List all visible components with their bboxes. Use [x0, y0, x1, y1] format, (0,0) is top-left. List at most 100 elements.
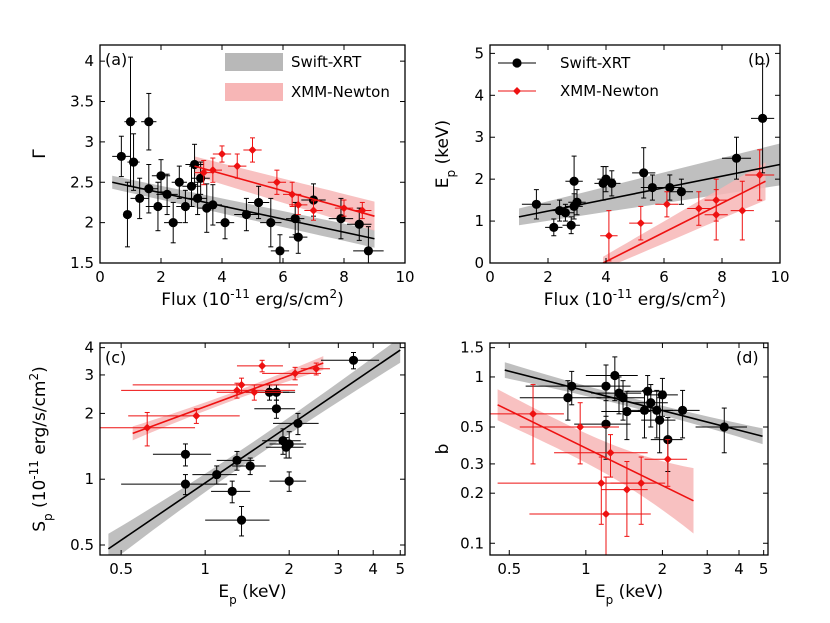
data-point: [662, 200, 671, 209]
data-point: [560, 208, 571, 218]
data-point: [208, 200, 218, 210]
y-tick-label: 0.5: [70, 536, 94, 554]
axes-frame: [99, 342, 406, 556]
data-point: [186, 181, 197, 191]
plot-area: [100, 343, 401, 555]
data-point: [354, 219, 364, 229]
panel-b: 0 2 4 6 8 10 0 1 2 3 4 5 Flux (10-11 erg/s/cm2) Ep (k…: [433, 44, 790, 310]
data-point: [606, 448, 615, 457]
fit-line-swift-xrt: [107, 349, 401, 550]
confidence-band-xmm-newton: [497, 389, 694, 534]
plot-area: [490, 356, 763, 555]
panel-tag: (c): [105, 348, 126, 367]
x-axis-label: Flux (10-11 erg/s/cm2): [161, 287, 343, 310]
fit-line-swift-xrt: [504, 369, 763, 438]
x-axis-label: Ep (keV): [218, 582, 286, 607]
legend-swatch-xmm: [225, 83, 283, 101]
x-axis-label: Flux (10-11 erg/s/cm2): [544, 287, 726, 310]
series-xmm-newton: [490, 384, 688, 555]
x-tick-label: 3: [334, 560, 344, 578]
data-point: [531, 199, 542, 209]
y-tick-label: 1: [474, 368, 484, 386]
data-point: [604, 231, 613, 240]
data-point: [601, 381, 611, 391]
data-point: [227, 486, 237, 496]
data-point: [196, 173, 206, 183]
data-point: [731, 153, 742, 163]
panel-d: 0.5 1 2 3 4 5 0.1 0.2 0.3 0.5 1 1.5 Ep (keV) b (d): [433, 339, 769, 607]
panel-tag: (a): [105, 50, 127, 69]
x-tick-label: 0: [485, 268, 495, 286]
data-point: [128, 157, 139, 167]
data-point: [125, 117, 136, 127]
axes-frame: [489, 44, 781, 264]
y-tick-label: 4: [84, 339, 94, 357]
y-axis-label: Ep (keV): [433, 120, 458, 188]
data-point: [755, 170, 764, 179]
y-axis-label: Γ: [30, 149, 50, 159]
data-point: [529, 409, 538, 418]
legend: Swift-XRT XMM-Newton: [498, 54, 659, 100]
y-tick-label: 3: [84, 133, 94, 151]
y-tick-label: 4: [474, 86, 484, 104]
x-tick-label: 3: [702, 560, 712, 578]
data-point: [597, 479, 606, 488]
x-tick-label: 4: [601, 268, 611, 286]
data-point: [144, 117, 154, 127]
data-point: [245, 461, 255, 471]
plot-area: [518, 63, 780, 263]
y-tick-label: 1: [84, 470, 94, 488]
data-point: [233, 162, 242, 171]
y-tick-label: 1: [474, 212, 484, 230]
data-point: [180, 479, 191, 489]
data-point: [636, 219, 645, 228]
x-tick-label: 1: [200, 560, 210, 578]
data-point: [248, 145, 257, 154]
data-point: [646, 398, 656, 408]
y-tick-label: 0: [474, 254, 484, 272]
y-tick-label: 2: [474, 170, 484, 188]
x-tick-label: 1: [581, 560, 591, 578]
legend-marker-swift: [512, 58, 522, 68]
data-point: [156, 171, 166, 181]
data-point: [174, 177, 184, 187]
y-tick-label: 0.1: [460, 534, 484, 552]
y-tick-label: 3: [84, 366, 94, 384]
fit-line-swift-xrt: [112, 181, 375, 240]
y-tick-label: 3.5: [70, 93, 94, 111]
data-point: [180, 201, 190, 212]
data-point: [569, 176, 579, 186]
data-point: [275, 246, 285, 256]
fit-line-xmm-newton: [497, 404, 694, 502]
x-tick-label: 5: [395, 560, 405, 578]
data-point: [665, 182, 675, 193]
data-point: [637, 479, 646, 488]
x-tick-label: 5: [759, 560, 769, 578]
x-tick-label: 8: [339, 268, 349, 286]
x-tick-label: 6: [659, 268, 669, 286]
data-point: [258, 361, 267, 370]
data-point: [135, 193, 145, 204]
legend-swatch-swift: [225, 53, 283, 71]
fit-line-xmm-newton: [132, 362, 324, 435]
data-point: [563, 393, 573, 403]
legend-marker-xmm: [513, 87, 521, 95]
series-xmm-newton: [600, 149, 775, 262]
data-point: [655, 415, 665, 425]
x-tick-label: 4: [734, 560, 744, 578]
data-point: [284, 439, 294, 449]
axes-frame: [99, 44, 406, 264]
fit-line-xmm-newton: [194, 165, 375, 217]
data-point: [622, 406, 632, 417]
y-tick-label: 4: [84, 52, 94, 70]
data-point: [168, 218, 178, 228]
series-xmm-newton: [194, 137, 372, 221]
y-tick-label: 2: [84, 214, 94, 232]
data-point: [601, 419, 611, 429]
data-point: [694, 204, 703, 213]
data-point: [236, 515, 247, 525]
data-point: [294, 200, 303, 209]
data-point: [607, 178, 617, 188]
x-tick-label: 8: [717, 268, 727, 286]
